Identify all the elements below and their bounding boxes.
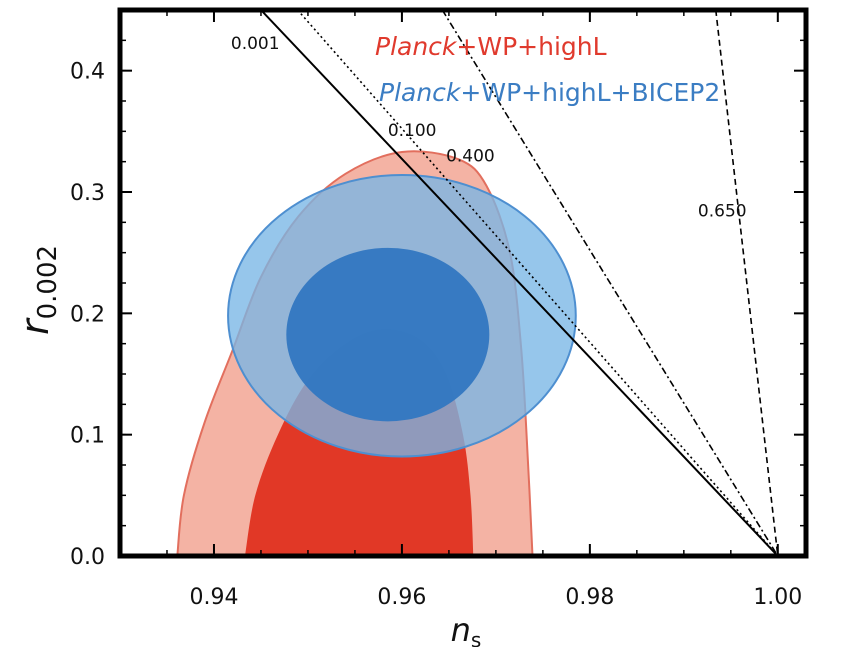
- consistency-line-2: [441, 10, 779, 556]
- line-labels: 0.001 0.100 0.400 0.650: [231, 34, 747, 221]
- legend-entry-bicep2: Planck+WP+highL+BICEP2: [379, 78, 720, 107]
- legend: Planck+WP+highL Planck+WP+highL+BICEP2: [375, 32, 720, 107]
- x-axis-label: n: [451, 611, 471, 647]
- y-tick-label: 0.0: [70, 545, 105, 570]
- legend-entry-planck-text: +WP+highL: [456, 32, 606, 61]
- y-axis-title: r0.002: [13, 245, 63, 335]
- x-tick-label: 0.96: [377, 585, 426, 610]
- legend-entry-planck-italic: Planck: [375, 32, 458, 61]
- axis-ticks: [119, 10, 806, 557]
- y-tick-label: 0.4: [70, 60, 105, 85]
- legend-entry-planck: Planck+WP+highL: [375, 32, 607, 61]
- y-axis-label: r: [13, 317, 57, 335]
- legend-entry-bicep2-text: +WP+highL+BICEP2: [460, 78, 720, 107]
- line-label-2: 0.400: [446, 147, 495, 167]
- y-tick-labels: 0.0 0.1 0.2 0.3 0.4: [70, 60, 105, 570]
- consistency-line-0: [260, 10, 779, 556]
- plot-content: [176, 150, 577, 556]
- consistency-line-3: [714, 10, 779, 556]
- x-tick-label: 0.94: [189, 585, 238, 610]
- line-label-1: 0.100: [388, 121, 437, 141]
- y-tick-label: 0.2: [70, 302, 105, 327]
- y-axis-subscript: 0.002: [33, 245, 63, 319]
- line-label-3: 0.650: [698, 201, 747, 221]
- consistency-line-1: [297, 10, 779, 556]
- y-tick-label: 0.1: [70, 424, 105, 449]
- legend-entry-bicep2-italic: Planck: [379, 78, 462, 107]
- x-axis-subscript: s: [471, 628, 481, 647]
- x-tick-label: 1.00: [753, 585, 802, 610]
- line-label-0: 0.001: [231, 34, 280, 54]
- x-axis-title: ns: [451, 611, 482, 647]
- x-tick-label: 0.98: [565, 585, 614, 610]
- consistency-lines: [260, 10, 779, 556]
- bicep2-contour-inner: [286, 247, 490, 422]
- y-tick-label: 0.3: [70, 181, 105, 206]
- x-tick-labels: 0.94 0.96 0.98 1.00: [189, 585, 802, 610]
